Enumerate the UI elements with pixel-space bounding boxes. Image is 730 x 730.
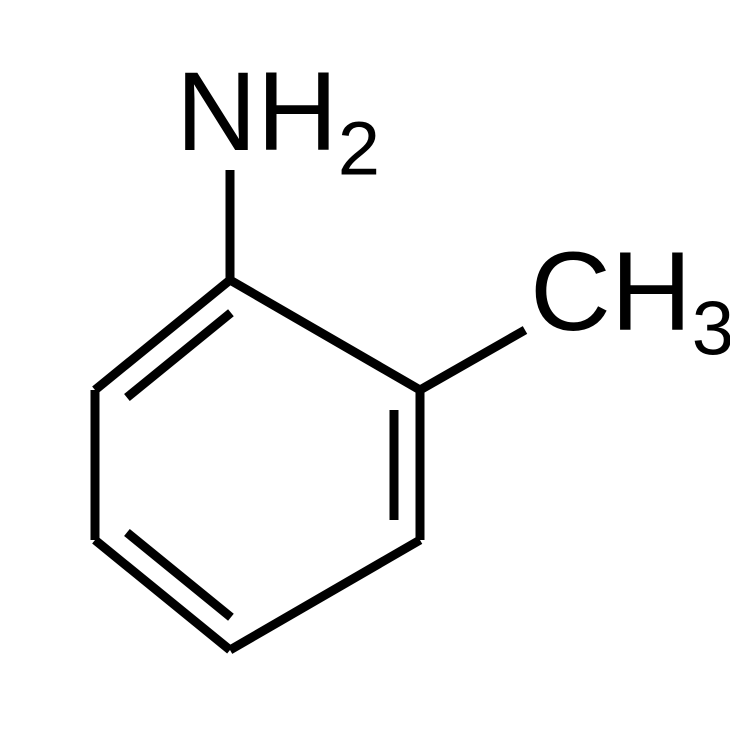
label-text: NH (176, 49, 338, 174)
substituent-bond-1 (420, 330, 525, 390)
label-subscript: 2 (338, 106, 380, 191)
chemical-structure: NH2 CH3 (0, 0, 730, 730)
ring-bond-0 (230, 280, 420, 390)
ring-bond-2 (230, 540, 420, 650)
label-subscript: 3 (692, 286, 730, 371)
substituent-label-0: NH2 (176, 49, 380, 191)
label-text: CH (530, 229, 692, 354)
substituent-label-1: CH3 (530, 229, 730, 371)
